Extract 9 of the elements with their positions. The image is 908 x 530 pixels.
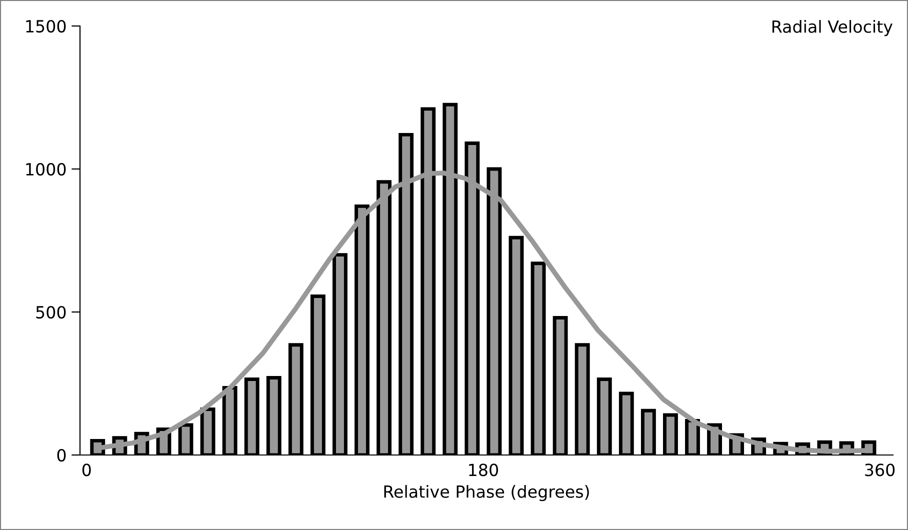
x-tick-label: 180	[469, 464, 498, 476]
chart-title: Radial Velocity	[772, 20, 892, 36]
x-tick-label: 360	[865, 464, 895, 476]
x-tick-label: 0	[82, 464, 91, 476]
y-tick-label: 500	[36, 306, 66, 319]
y-tick-label: 1000	[26, 162, 66, 176]
y-tick-label: 1500	[26, 20, 66, 33]
y-tick-label: 0	[57, 448, 66, 462]
x-axis-title: Relative Phase (degrees)	[384, 485, 589, 502]
